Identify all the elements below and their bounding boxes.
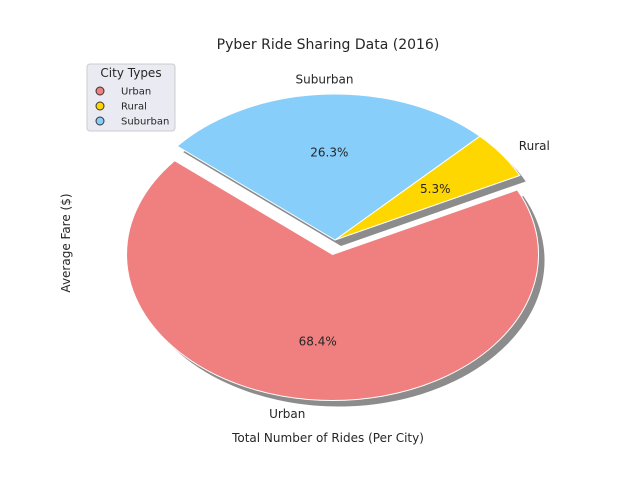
- legend-label-rural: Rural: [121, 102, 147, 113]
- slice-percent-suburban: 26.3%: [310, 146, 348, 160]
- chart-title: Pyber Ride Sharing Data (2016): [217, 37, 440, 53]
- slice-percent-urban: 68.4%: [299, 335, 337, 349]
- slice-label-rural: Rural: [519, 139, 550, 153]
- legend-marker-rural: [95, 101, 105, 111]
- x-axis-label: Total Number of Rides (Per City): [231, 431, 424, 445]
- pie-slice-suburban: [176, 93, 481, 241]
- pie-slice-urban: [126, 160, 540, 401]
- slice-labels: Urban 68.4% Rural 5.3% Suburban 26.3%: [269, 73, 550, 421]
- legend-marker-suburban: [95, 116, 105, 126]
- slice-label-suburban: Suburban: [296, 73, 354, 87]
- slice-label-urban: Urban: [269, 407, 305, 421]
- legend-title: City Types: [100, 66, 161, 80]
- legend: City Types Urban Rural Suburban: [86, 63, 176, 132]
- slice-percent-rural: 5.3%: [420, 182, 451, 196]
- y-axis-label: Average Fare ($): [59, 193, 73, 292]
- legend-label-suburban: Suburban: [121, 117, 169, 128]
- legend-marker-urban: [95, 86, 105, 96]
- pie-slices: [126, 93, 540, 401]
- legend-box: [86, 63, 176, 132]
- legend-label-urban: Urban: [121, 87, 151, 98]
